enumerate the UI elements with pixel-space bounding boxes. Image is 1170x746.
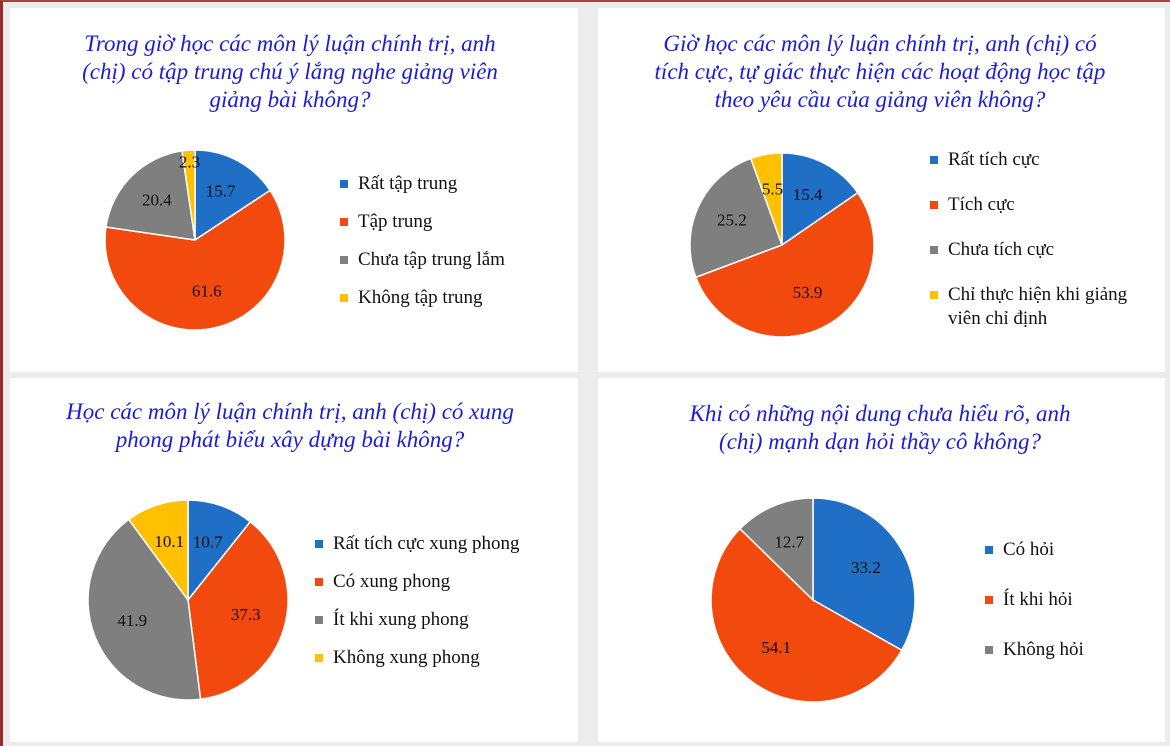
data-label: 53.9	[793, 283, 823, 302]
legend-item: Rất tích cực	[930, 148, 1140, 172]
chart-title: Giờ học các môn lý luận chính trị, anh (…	[654, 31, 1106, 112]
pie-slice	[187, 499, 252, 603]
pie-slice	[689, 157, 783, 279]
pie-slice	[812, 497, 916, 652]
data-label: 5.5	[762, 180, 783, 199]
pie-slice	[694, 191, 875, 338]
legend-item: Rất tích cực xung phong	[315, 532, 575, 556]
chart-panel	[598, 8, 1165, 372]
legend-item: Tập trung	[340, 210, 560, 234]
legend-swatch	[315, 540, 323, 548]
data-label: 33.2	[851, 558, 881, 577]
data-label: 25.2	[717, 211, 747, 230]
legend-swatch	[930, 156, 938, 164]
pie-slice	[104, 189, 286, 331]
data-label: 15.7	[206, 181, 236, 200]
legend-label: Rất tập trung	[358, 173, 458, 194]
legend-swatch	[985, 646, 993, 654]
legend-swatch	[340, 180, 348, 188]
chart-panel	[10, 8, 578, 372]
legend-swatch	[315, 616, 323, 624]
legend-label: Rất tích cực xung phong	[333, 533, 520, 554]
charts: 15.7 61.6 20.4 2.3 15.4 53.9 25.2 5.5 10.7 37.3 41…	[87, 149, 916, 703]
legend-item: Rất tập trung	[340, 172, 560, 196]
legend-label: Có xung phong	[333, 571, 451, 592]
legend-label: Không xung phong	[333, 647, 480, 668]
data-label: 2.3	[179, 153, 200, 172]
legend-label: Rất tích cực	[948, 149, 1040, 170]
pie-slice	[127, 499, 189, 603]
data-label: 15.4	[793, 185, 823, 204]
legend-swatch	[930, 201, 938, 209]
legend-label: Chưa tích cực	[948, 239, 1055, 260]
data-label: 54.1	[761, 638, 791, 657]
legend-label: Không tập trung	[358, 287, 483, 308]
legend-label: Chỉ thực hiện khi giảng viên chỉ định	[948, 284, 1128, 329]
data-label: 61.6	[192, 282, 222, 301]
data-label: 41.9	[117, 611, 147, 630]
pie-slice	[105, 150, 196, 241]
pie-slice	[781, 152, 859, 247]
legend-item: Chưa tích cực	[930, 238, 1140, 262]
legend-item: Tích cực	[930, 193, 1140, 217]
legend-label: Có hỏi	[1003, 539, 1055, 560]
legend-swatch	[340, 294, 348, 302]
pie-slice	[749, 152, 783, 246]
legend-item: Không tập trung	[340, 286, 560, 310]
legend-item: Có hỏi	[985, 538, 1145, 562]
legend-item: Chỉ thực hiện khi giảng viên chỉ định	[930, 283, 1140, 331]
legend-swatch	[985, 596, 993, 604]
pie-slice	[181, 149, 196, 241]
legend-item: Chưa tập trung lắm	[340, 248, 560, 272]
legend-item: Có xung phong	[315, 570, 575, 594]
legend-swatch	[985, 546, 993, 554]
chart-title: Khi có những nội dung chưa hiểu rõ, anh …	[689, 401, 1071, 454]
pie-slice	[710, 527, 903, 703]
chart-title: Học các môn lý luận chính trị, anh (chị)…	[66, 399, 514, 452]
legend-label: Không hỏi	[1003, 639, 1084, 660]
legend-swatch	[315, 578, 323, 586]
data-label: 10.1	[154, 532, 184, 551]
legend-swatch	[930, 246, 938, 254]
pie-slice	[738, 497, 814, 602]
legend-label: Tích cực	[948, 194, 1015, 215]
legend-label: Ít khi xung phong	[333, 609, 469, 630]
data-label: 12.7	[774, 533, 804, 552]
legend-item: Ít khi xung phong	[315, 608, 575, 632]
chart-title: Trong giờ học các môn lý luận chính trị,…	[82, 31, 498, 112]
legend-item: Không xung phong	[315, 646, 575, 670]
data-label: 10.7	[193, 532, 223, 551]
legend-label: Ít khi hỏi	[1003, 589, 1073, 610]
legend-label: Tập trung	[358, 211, 433, 232]
legend-item: Không hỏi	[985, 638, 1145, 662]
data-label: 20.4	[142, 191, 172, 210]
legend-label: Chưa tập trung lắm	[358, 249, 505, 270]
legend-swatch	[315, 654, 323, 662]
pie-slice	[187, 520, 289, 701]
legend-item: Ít khi hỏi	[985, 588, 1145, 612]
legend-swatch	[340, 256, 348, 264]
pie-slice	[87, 518, 202, 701]
legend-swatch	[930, 291, 938, 299]
legend-swatch	[340, 218, 348, 226]
data-label: 37.3	[231, 605, 261, 624]
pie-slice	[194, 149, 272, 242]
